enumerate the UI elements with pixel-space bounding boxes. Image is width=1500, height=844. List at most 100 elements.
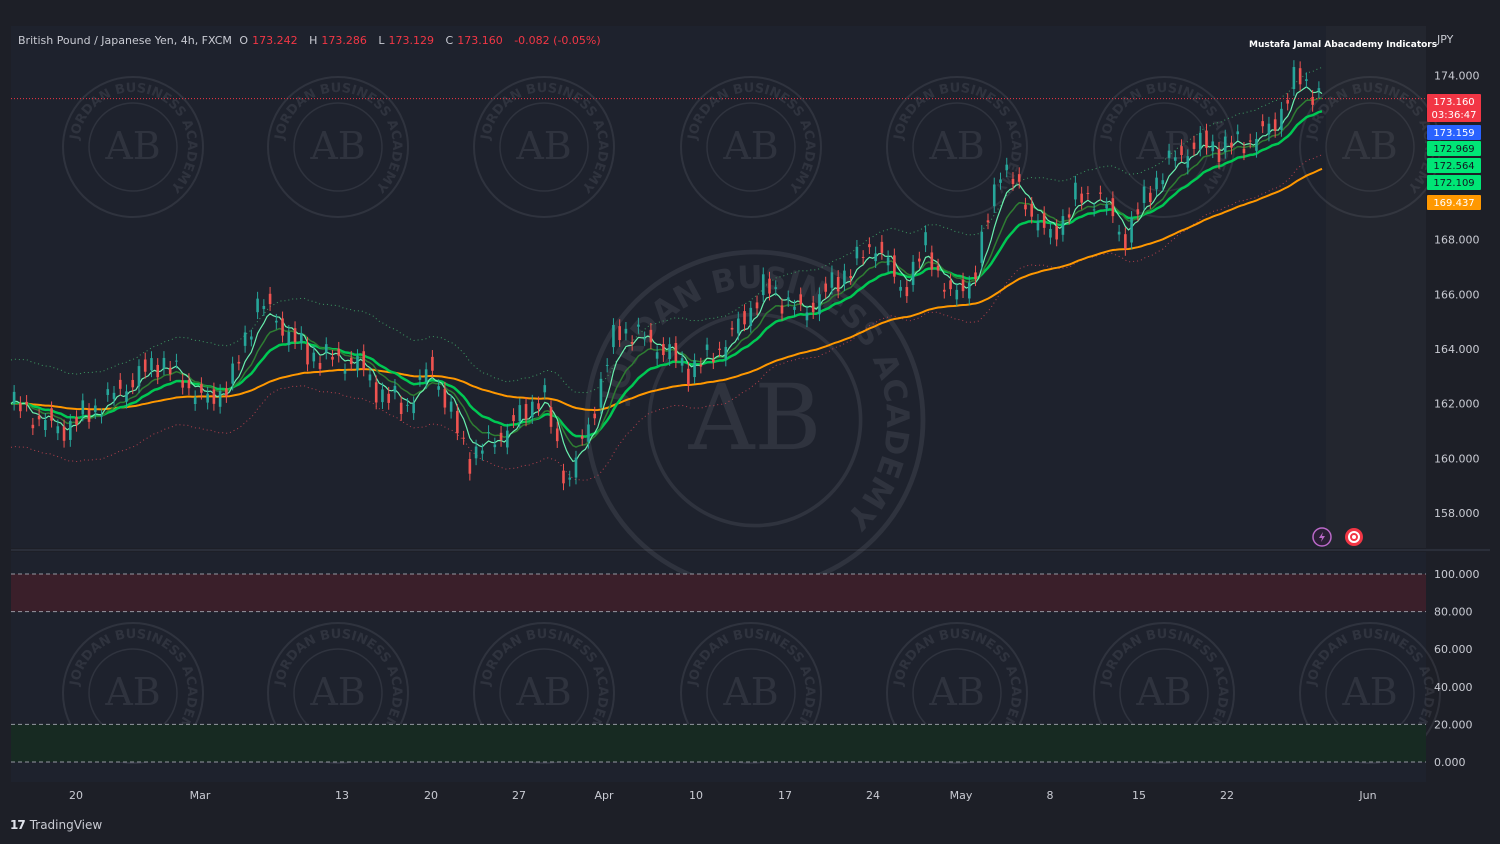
candle-body bbox=[212, 389, 216, 404]
watermark-bottom-1-ring bbox=[267, 622, 409, 764]
candle-body bbox=[530, 401, 534, 418]
x-tick-label: 27 bbox=[512, 789, 526, 802]
candle-body bbox=[1242, 148, 1246, 154]
candle-body bbox=[1049, 228, 1052, 238]
candle-body bbox=[836, 276, 840, 292]
candle-body bbox=[106, 389, 110, 395]
indicator-title[interactable]: Mustafa Jamal Abacademy Indicators bbox=[1249, 40, 1438, 50]
osc-tick-label: 80.000 bbox=[1434, 606, 1473, 619]
candle-body bbox=[899, 286, 902, 291]
low-value: L 173.129 bbox=[378, 34, 435, 47]
candle-body bbox=[730, 327, 734, 330]
watermark-top-4-monogram: AB bbox=[928, 124, 984, 168]
y-tick-label: 174.000 bbox=[1434, 70, 1480, 83]
candle-body bbox=[967, 282, 971, 299]
candle-body bbox=[1067, 214, 1071, 218]
candle-body bbox=[861, 256, 865, 258]
candle-body bbox=[1230, 142, 1233, 148]
candle-body bbox=[1005, 164, 1009, 171]
candle-body bbox=[112, 392, 116, 399]
candle-body bbox=[181, 380, 184, 388]
ma-fast-line bbox=[10, 86, 1323, 462]
candle-body bbox=[824, 283, 827, 292]
candle-body bbox=[712, 359, 715, 363]
candle-body bbox=[1292, 67, 1296, 89]
candle-body bbox=[605, 364, 609, 366]
x-tick-label: Mar bbox=[190, 789, 211, 802]
candle-body bbox=[1074, 182, 1077, 200]
currency-label[interactable]: JPY bbox=[1437, 33, 1454, 46]
candle-body bbox=[331, 356, 334, 360]
candle-body bbox=[668, 344, 671, 359]
x-tick-label: Apr bbox=[594, 789, 614, 802]
candle-body bbox=[1042, 213, 1046, 228]
symbol-name[interactable]: British Pound / Japanese Yen, 4h, FXCM bbox=[18, 34, 232, 47]
candle-body bbox=[1267, 123, 1271, 135]
candle-body bbox=[1273, 119, 1277, 131]
candle-body bbox=[1205, 130, 1208, 148]
watermark-bottom-6-ring bbox=[1299, 622, 1441, 764]
watermark-top-5-ring bbox=[1093, 76, 1235, 218]
candle-body bbox=[1036, 220, 1040, 231]
candle-body bbox=[749, 307, 753, 326]
watermark-bottom-4-ring bbox=[886, 622, 1028, 764]
candle-body bbox=[843, 270, 846, 285]
envelope-upper bbox=[10, 67, 1323, 394]
candle-body bbox=[680, 358, 684, 366]
osc-tick-label: 60.000 bbox=[1434, 643, 1473, 656]
price-tag-value: 172.564 bbox=[1433, 161, 1474, 172]
ma-ribbon-line bbox=[10, 97, 1323, 448]
candle-body bbox=[743, 311, 746, 325]
candle-body bbox=[1142, 186, 1146, 203]
candle-body bbox=[44, 419, 47, 431]
watermark-top-3-ring bbox=[680, 76, 822, 218]
tradingview-logo[interactable]: 17 TradingView bbox=[10, 818, 102, 832]
candle-body bbox=[799, 294, 803, 305]
candle-body bbox=[206, 393, 209, 403]
candle-body bbox=[150, 358, 153, 371]
symbol-header: British Pound / Japanese Yen, 4h, FXCM O… bbox=[18, 34, 605, 47]
price-tag bbox=[1427, 175, 1481, 190]
candle-body bbox=[349, 357, 353, 365]
watermark-bottom-2-monogram: AB bbox=[515, 670, 571, 714]
candle-body bbox=[893, 255, 896, 277]
candle-body bbox=[412, 403, 415, 414]
candle-body bbox=[324, 344, 328, 353]
candle-body bbox=[618, 326, 621, 341]
lightning-icon[interactable] bbox=[1312, 527, 1332, 547]
candle-body bbox=[855, 246, 859, 259]
candle-body bbox=[674, 343, 678, 362]
candle-body bbox=[62, 426, 66, 441]
candle-body bbox=[624, 328, 628, 334]
candle-body bbox=[755, 302, 759, 309]
candle-body bbox=[1124, 234, 1127, 249]
watermark-top-3-inner-ring bbox=[706, 102, 796, 192]
candle-body bbox=[387, 393, 390, 403]
candle-body bbox=[693, 360, 696, 378]
candle-body bbox=[849, 275, 852, 278]
candle-body bbox=[1167, 150, 1171, 158]
record-icon[interactable] bbox=[1345, 528, 1363, 546]
candle-body bbox=[736, 318, 740, 334]
candle-body bbox=[337, 348, 341, 356]
candle-body bbox=[287, 331, 291, 346]
price-tag bbox=[1427, 125, 1481, 140]
watermark-top-4-ring bbox=[886, 76, 1028, 218]
candle-body bbox=[1086, 192, 1090, 194]
candle-body bbox=[868, 244, 871, 248]
candle-body bbox=[630, 342, 634, 344]
candle-body bbox=[980, 231, 984, 263]
candle-body bbox=[1117, 231, 1121, 235]
candle-body bbox=[1105, 204, 1108, 209]
price-tag bbox=[1427, 141, 1481, 156]
y-tick-label: 160.000 bbox=[1434, 452, 1480, 465]
candle-body bbox=[830, 272, 834, 288]
candle-body bbox=[1192, 142, 1196, 149]
close-value: C 173.160 bbox=[445, 34, 503, 47]
candle-body bbox=[1080, 193, 1083, 203]
overbought-band bbox=[11, 574, 1426, 612]
candle-body bbox=[1317, 88, 1321, 92]
candle-body bbox=[1311, 96, 1314, 105]
candle-body bbox=[662, 344, 665, 356]
